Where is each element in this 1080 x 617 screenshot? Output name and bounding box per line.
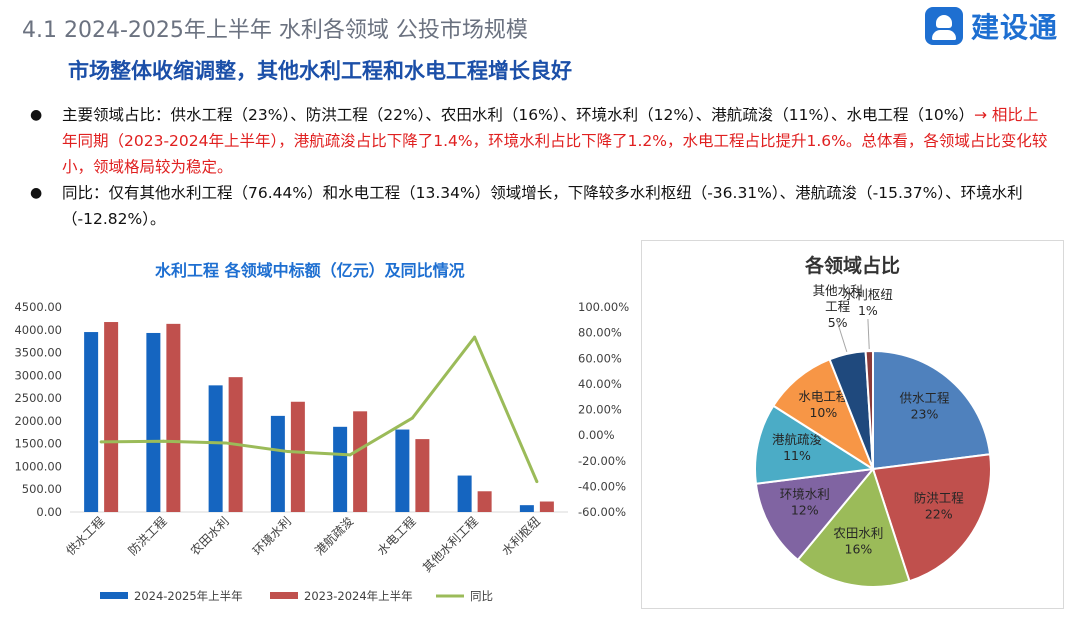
- bullet-dot-icon: ●: [30, 107, 43, 123]
- bullet-text: 同比：仅有其他水利工程（76.44%）和水电工程（13.34%）领域增长，下降较…: [62, 184, 1023, 228]
- y-left-tick-label: 2000.00: [14, 414, 62, 428]
- legend-label: 同比: [470, 589, 493, 603]
- bar-chart-title: 水利工程 各领域中标额（亿元）及同比情况: [155, 261, 465, 280]
- pie-slice-label: 农田水利 16%: [833, 526, 883, 557]
- bar-2024: [166, 323, 181, 512]
- y-right-tick-label: -60.00%: [578, 505, 626, 519]
- leader-line: [867, 319, 870, 350]
- pie-slice: [872, 349, 992, 471]
- bar-2025: [84, 332, 99, 512]
- y-left-tick-label: 3000.00: [14, 368, 62, 382]
- bullet-list: ● 主要领域占比：供水工程（23%）、防洪工程（22%）、农田水利（16%）、环…: [30, 102, 1050, 232]
- yoy-point: [224, 441, 228, 445]
- y-right-tick-label: -20.00%: [578, 454, 626, 468]
- y-left-tick-label: 1000.00: [14, 459, 62, 473]
- x-tick-label: 港航疏浚: [312, 514, 357, 559]
- y-left-tick-label: 0.00: [36, 505, 62, 519]
- pie-slice: [796, 466, 911, 588]
- y-left-tick-label: 4000.00: [14, 323, 62, 337]
- bar-line-chart: 0.00 500.00 1000.00 1500.00 2000.00 2500.00 30…: [14, 300, 629, 603]
- yoy-point: [286, 450, 290, 454]
- y-left-tick-label: 2500.00: [14, 391, 62, 405]
- bar-2025: [519, 505, 534, 512]
- y-right-tick-label: 100.00%: [578, 300, 629, 314]
- pie-chart-title: 各领域占比: [804, 255, 900, 277]
- legend-label: 2023-2024年上半年: [304, 589, 413, 603]
- pie-slice-label: 水利枢纽 1%: [843, 287, 893, 318]
- x-tick-label: 水电工程: [374, 514, 419, 559]
- pie-slice: [771, 357, 876, 472]
- pie-chart-panel: 各领域占比 供水工程 23% 防洪工程 22% 农田水利 16% 环境水利 12% 港航疏浚 11…: [641, 240, 1064, 609]
- bar-2024: [290, 401, 305, 512]
- pie-slice-label: 水电工程 10%: [798, 389, 849, 420]
- bullet-highlight: → 相比上年同期（2023-2024年上半年），港航疏浚占比下降了1.4%，环境…: [62, 106, 1048, 176]
- pie-chart: 供水工程 23% 防洪工程 22% 农田水利 16%环境水利 12% 港航疏浚 11% 水电工程 1…: [754, 283, 992, 588]
- yoy-point: [348, 453, 352, 457]
- bar-2025: [146, 332, 161, 512]
- y-left-tick-label: 1500.00: [14, 437, 62, 451]
- pie-slice: [871, 453, 992, 583]
- pie-slice-label: 港航疏浚 11%: [772, 432, 822, 463]
- logo-text: 建设通: [970, 11, 1058, 44]
- bar-2025: [457, 475, 472, 512]
- worker-helmet-icon: [924, 7, 963, 45]
- leader-line: [837, 322, 848, 353]
- y-right-tick-label: 40.00%: [578, 377, 622, 391]
- y-left-tick-label: 500.00: [22, 482, 62, 496]
- bar-2024: [477, 491, 492, 512]
- bullet-dot-icon: ●: [30, 185, 43, 201]
- bullet-item-share: ● 主要领域占比：供水工程（23%）、防洪工程（22%）、农田水利（16%）、环…: [30, 102, 1050, 180]
- y-right-tick-label: 60.00%: [578, 351, 622, 365]
- bar-2025: [270, 415, 285, 512]
- bar-2025: [208, 385, 223, 512]
- x-tick-label: 供水工程: [63, 514, 108, 559]
- bar-2024: [104, 322, 119, 512]
- bullet-text: 主要领域占比：供水工程（23%）、防洪工程（22%）、农田水利（16%）、环境水…: [62, 106, 974, 124]
- legend-label: 2024-2025年上半年: [134, 589, 243, 603]
- pie-slice: [754, 404, 876, 485]
- y-right-tick-label: 0.00%: [578, 428, 615, 442]
- y-right-tick-label: -40.00%: [578, 479, 626, 493]
- yoy-point: [161, 439, 165, 443]
- x-tick-label: 水利枢纽: [498, 514, 543, 559]
- page-title: 4.1 2024-2025年上半年 水利各领域 公投市场规模: [22, 18, 528, 43]
- brand-logo: 建设通: [924, 6, 1058, 46]
- pie-slice-label: 其他水利工程 5%: [813, 283, 863, 330]
- y-left-tick-label: 4500.00: [14, 300, 62, 314]
- legend-swatch: [270, 592, 298, 599]
- bar-2024: [539, 501, 554, 512]
- bar-2025: [395, 429, 410, 512]
- bar-2024: [415, 439, 430, 512]
- yoy-point: [473, 335, 477, 339]
- pie-slice: [864, 349, 874, 470]
- legend-swatch: [100, 592, 128, 599]
- x-tick-label: 农田水利: [188, 514, 232, 558]
- yoy-line: [101, 335, 539, 483]
- x-tick-label: 其他水利工程: [419, 514, 481, 576]
- y-right-tick-label: 20.00%: [578, 403, 622, 417]
- y-right-tick-label: 80.00%: [578, 326, 622, 340]
- bullet-item-yoy: ● 同比：仅有其他水利工程（76.44%）和水电工程（13.34%）领域增长，下…: [30, 180, 1050, 232]
- yoy-point: [535, 480, 539, 484]
- x-tick-label: 环境水利: [249, 514, 294, 559]
- pie-slice-label: 环境水利 12%: [780, 487, 830, 518]
- yoy-point: [410, 416, 414, 420]
- pie-slice: [754, 467, 876, 562]
- yoy-point: [99, 440, 103, 444]
- bar-2024: [353, 411, 368, 512]
- x-tick-label: 防洪工程: [125, 514, 170, 559]
- pie-slice-label: 供水工程 23%: [899, 391, 950, 422]
- pie-slice-label: 防洪工程 22%: [914, 491, 965, 522]
- section-subtitle: 市场整体收缩调整，其他水利工程和水电工程增长良好: [68, 59, 572, 83]
- y-left-tick-label: 3500.00: [14, 346, 62, 360]
- bar-2025: [333, 426, 348, 512]
